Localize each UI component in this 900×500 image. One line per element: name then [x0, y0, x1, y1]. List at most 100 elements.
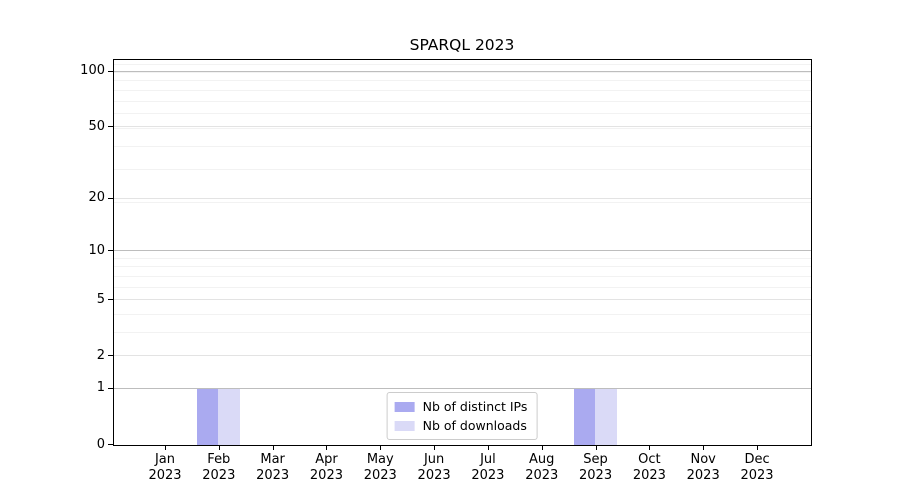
x-tick-year: 2023	[579, 468, 613, 483]
y-tick-mark	[108, 197, 113, 199]
minor-gridline	[114, 275, 811, 277]
major-gridline	[114, 197, 811, 199]
x-tick-year: 2023	[256, 468, 290, 483]
y-tick-label: 10	[88, 242, 105, 258]
minor-gridline	[114, 257, 811, 259]
x-tick-month: Jun	[423, 452, 445, 467]
x-tick-mark	[272, 446, 274, 450]
minor-gridline	[114, 64, 811, 66]
minor-gridline	[114, 127, 811, 129]
minor-gridline	[114, 71, 811, 73]
x-tick-label: Feb 2023	[202, 452, 235, 484]
minor-gridline	[114, 80, 811, 82]
x-tick-mark	[165, 446, 166, 450]
x-tick-year: 2023	[417, 468, 451, 483]
y-tick-label: 0	[96, 436, 105, 452]
x-tick-month: Mar	[260, 452, 285, 467]
decade-gridline	[114, 250, 811, 252]
x-tick-month: Oct	[638, 452, 661, 467]
x-tick-month: Jan	[154, 452, 176, 467]
x-tick-month: Sep	[583, 452, 608, 467]
x-tick-mark	[380, 446, 382, 450]
x-tick-mark	[218, 446, 220, 450]
x-tick-mark	[326, 446, 328, 450]
x-tick-label: Apr 2023	[310, 452, 343, 484]
x-tick-mark	[757, 446, 759, 450]
x-tick-month: Dec	[744, 452, 770, 467]
minor-gridline	[114, 266, 811, 268]
y-tick-label: 1	[96, 380, 105, 396]
x-tick-year: 2023	[686, 468, 720, 483]
minor-gridline	[114, 89, 811, 91]
bar-feb-2023-s1	[218, 388, 240, 445]
legend-swatch-0	[394, 401, 415, 412]
minor-gridline	[114, 100, 811, 102]
bar-feb-2023-s0	[196, 388, 219, 445]
x-tick-label: Jan 2023	[148, 452, 181, 484]
x-tick-mark	[703, 446, 705, 450]
y-tick-label: 50	[88, 118, 105, 134]
x-tick-label: Sep 2023	[579, 452, 612, 484]
y-tick-label: 100	[80, 63, 105, 79]
x-tick-year: 2023	[632, 468, 666, 483]
x-tick-label: Oct 2023	[633, 452, 666, 484]
minor-gridline	[114, 286, 811, 288]
legend-label: Nb of downloads	[422, 418, 527, 433]
y-tick-mark	[108, 299, 113, 301]
x-tick-label: Aug 2023	[525, 452, 558, 484]
legend-label: Nb of distinct IPs	[422, 399, 528, 414]
y-tick-mark	[108, 126, 113, 128]
x-tick-month: Jul	[480, 452, 496, 467]
x-tick-mark	[541, 446, 543, 450]
x-tick-month: Feb	[207, 452, 231, 467]
x-tick-label: Jul 2023	[471, 452, 504, 484]
x-tick-label: Mar 2023	[256, 452, 289, 484]
legend-row: Nb of distinct IPs	[394, 399, 528, 414]
bar-sep-2023-s1	[595, 388, 617, 445]
minor-gridline	[114, 145, 811, 147]
minor-gridline	[114, 169, 811, 171]
y-tick-label: 5	[96, 291, 105, 307]
x-tick-label: Dec 2023	[740, 452, 773, 484]
decade-gridline	[114, 70, 811, 72]
bar-sep-2023-s0	[573, 388, 596, 445]
legend-row: Nb of downloads	[394, 418, 528, 433]
x-tick-mark	[487, 446, 489, 450]
x-tick-year: 2023	[740, 468, 774, 483]
x-tick-month: Apr	[315, 452, 338, 467]
decade-gridline	[114, 387, 811, 389]
x-tick-year: 2023	[309, 468, 343, 483]
x-tick-month: May	[366, 452, 394, 467]
x-tick-mark	[434, 446, 436, 450]
x-tick-year: 2023	[202, 468, 236, 483]
major-gridline	[114, 355, 811, 357]
y-tick-mark	[108, 355, 113, 357]
chart-title: SPARQL 2023	[409, 36, 515, 54]
x-tick-year: 2023	[471, 468, 505, 483]
x-tick-month: Nov	[690, 452, 716, 467]
x-tick-year: 2023	[363, 468, 397, 483]
x-tick-month: Aug	[529, 452, 555, 467]
minor-gridline	[114, 331, 811, 333]
y-tick-label: 20	[88, 190, 105, 206]
x-tick-year: 2023	[525, 468, 559, 483]
y-tick-mark	[108, 250, 113, 252]
y-tick-mark	[108, 70, 113, 72]
x-tick-year: 2023	[148, 468, 182, 483]
y-tick-label: 2	[96, 347, 105, 363]
legend-swatch-1	[394, 420, 415, 431]
minor-gridline	[114, 313, 811, 315]
x-tick-label: May 2023	[364, 452, 397, 484]
minor-gridline	[114, 113, 811, 115]
x-tick-mark	[649, 446, 651, 450]
x-tick-label: Jun 2023	[418, 452, 451, 484]
major-gridline	[114, 299, 811, 301]
major-gridline	[114, 126, 811, 128]
x-tick-mark	[595, 446, 597, 450]
y-tick-mark	[108, 387, 113, 389]
x-tick-label: Nov 2023	[687, 452, 720, 484]
minor-gridline	[114, 201, 811, 203]
legend: Nb of distinct IPs Nb of downloads	[386, 392, 538, 440]
y-tick-mark	[108, 444, 113, 445]
